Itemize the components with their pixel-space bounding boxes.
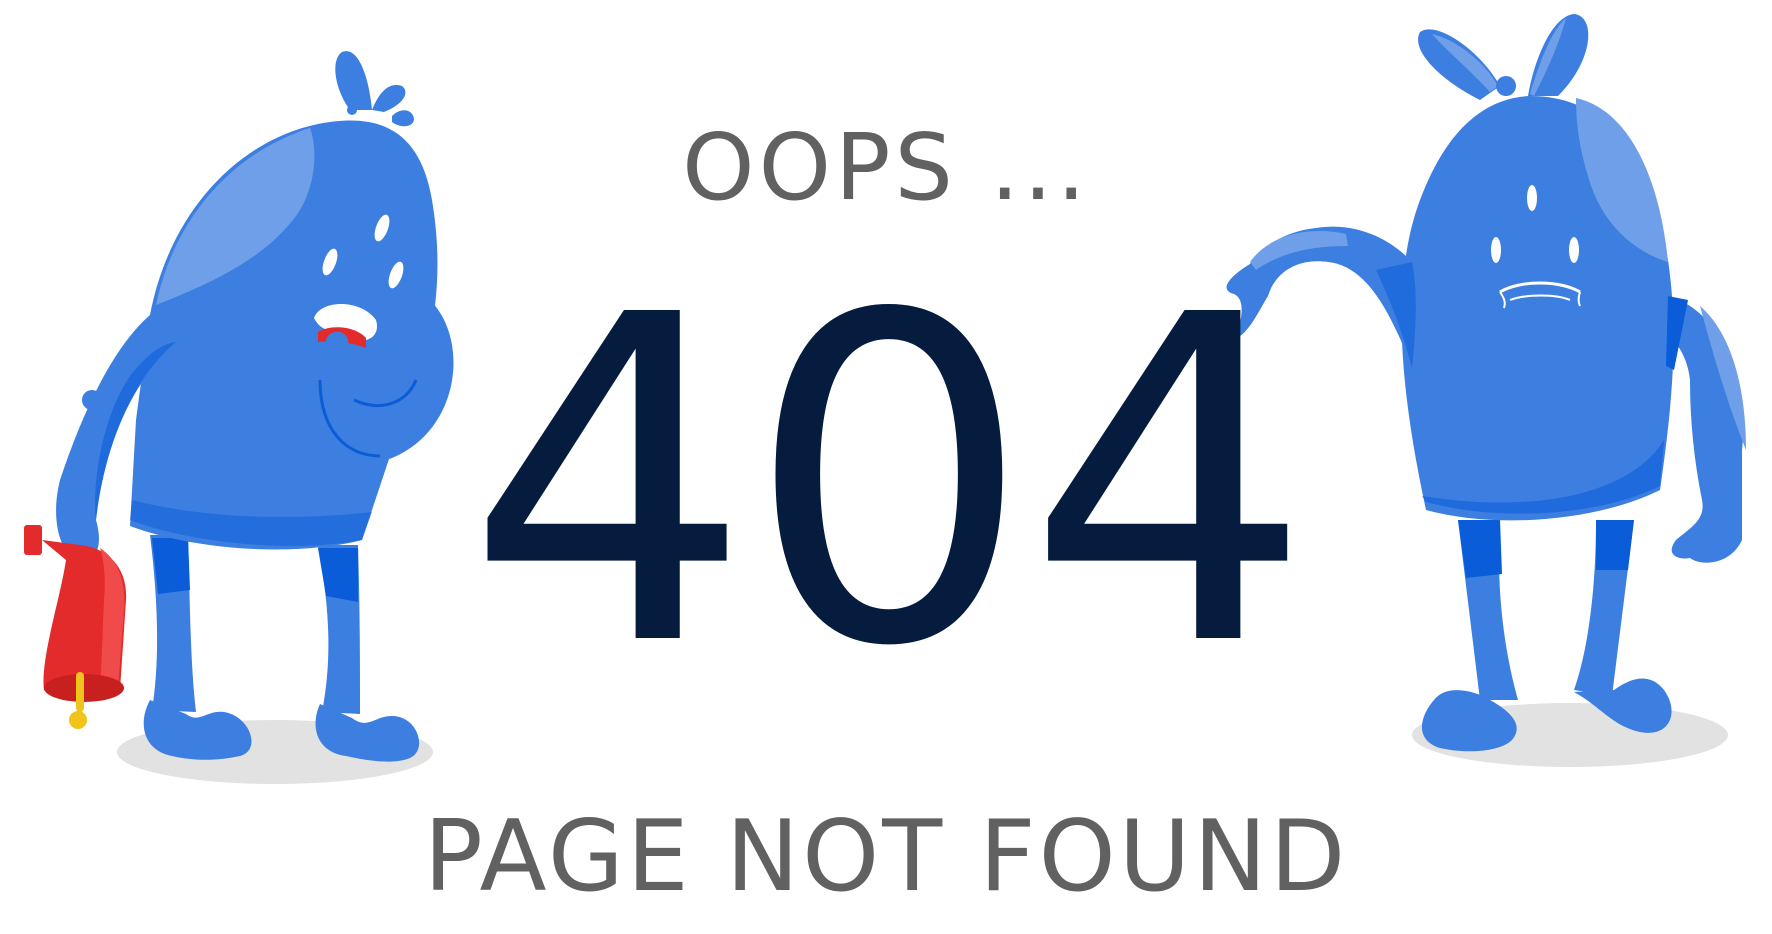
right-monster-left-foot: [1422, 690, 1517, 752]
right-monster-highlight: [1576, 98, 1668, 262]
right-monster: [1226, 14, 1746, 752]
red-bell-icon: [24, 525, 127, 729]
page-not-found-text: PAGE NOT FOUND: [423, 800, 1349, 914]
left-monster-tuft: [335, 51, 372, 110]
left-monster-arm-right: [306, 300, 454, 463]
oops-heading: OOPS ...: [682, 114, 1090, 221]
error-code: 404: [465, 221, 1313, 745]
right-monster-right-foot: [1574, 678, 1672, 733]
left-monster-arm-left: [56, 315, 180, 561]
right-monster-eye: [1527, 185, 1537, 211]
right-monster-ear-left: [1418, 29, 1500, 101]
left-monster-left-foot: [143, 700, 252, 760]
left-monster-mouth: [314, 304, 378, 341]
bell-clapper: [76, 672, 84, 712]
left-monster-right-foot: [315, 704, 420, 762]
left-monster: [56, 51, 454, 762]
right-monster-pointing-arm: [1226, 226, 1412, 368]
left-monster-eye: [322, 248, 338, 276]
right-monster-mouth: [1499, 281, 1581, 294]
left-monster-highlight: [156, 128, 315, 305]
